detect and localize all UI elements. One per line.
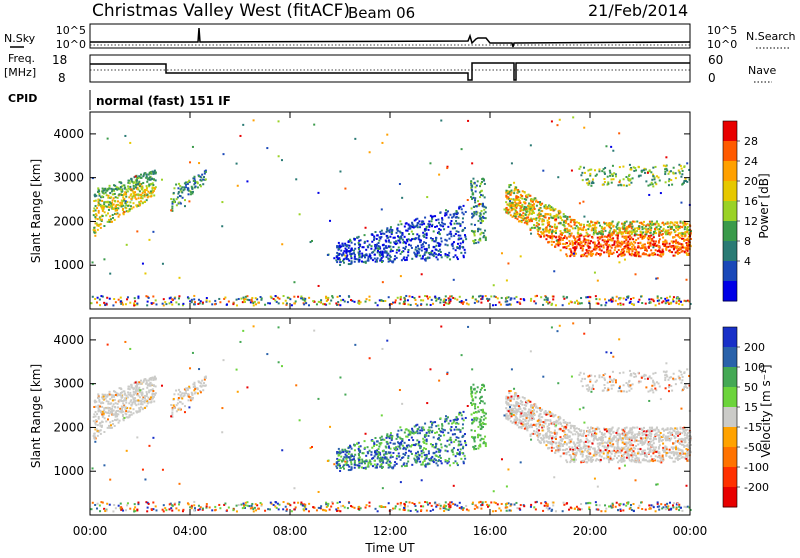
colorbar-segment bbox=[723, 181, 737, 202]
freq-tick-bottom: 8 bbox=[58, 71, 66, 85]
date-label: 21/Feb/2014 bbox=[588, 1, 688, 20]
colorbar-tick-label: 200 bbox=[744, 341, 765, 354]
power-panel: 1000 2000 3000 4000 Slant Range [km] 28 24 20… bbox=[29, 112, 771, 309]
nsearch-tick-bottom: 10^0 bbox=[707, 38, 737, 51]
nsky-label: N.Sky bbox=[4, 32, 36, 45]
velocity-scatter bbox=[91, 322, 692, 512]
colorbar-tick-label: 28 bbox=[744, 135, 758, 148]
time-axis-label: Time UT bbox=[364, 541, 415, 554]
colorbar-tick-label: 24 bbox=[744, 155, 758, 168]
colorbar-tick-label: 50 bbox=[744, 381, 758, 394]
nave-tick-bottom: 0 bbox=[708, 71, 716, 85]
colorbar-tick-label: 4 bbox=[744, 255, 751, 268]
freq-label-1: Freq. bbox=[8, 52, 35, 65]
time-tick-label: 08:00 bbox=[273, 524, 308, 538]
colorbar-segment bbox=[723, 121, 737, 142]
power-colorbar-label: Power [dB] bbox=[757, 173, 771, 238]
range-tick-label: 1000 bbox=[53, 258, 84, 272]
power-ylabel: Slant Range [km] bbox=[29, 159, 43, 263]
colorbar-segment bbox=[723, 141, 737, 162]
colorbar-segment bbox=[723, 241, 737, 262]
power-frame bbox=[90, 112, 690, 309]
velocity-ylabel: Slant Range [km] bbox=[29, 364, 43, 468]
colorbar-segment bbox=[723, 407, 737, 428]
nave-tick-top: 60 bbox=[708, 53, 723, 67]
freq-panel: Freq. [MHz] 18 8 60 0 Nave CPID normal (… bbox=[4, 52, 776, 110]
colorbar-segment bbox=[723, 467, 737, 488]
range-tick-label: 2000 bbox=[53, 214, 84, 228]
colorbar-segment bbox=[723, 327, 737, 348]
nsearch-tick-top: 10^5 bbox=[707, 24, 737, 37]
time-tick-label: 04:00 bbox=[173, 524, 208, 538]
colorbar-segment bbox=[723, 201, 737, 222]
colorbar-tick-label: -200 bbox=[744, 481, 769, 494]
nave-label: Nave bbox=[748, 64, 776, 77]
beam-label: Beam 06 bbox=[348, 4, 415, 22]
colorbar-segment bbox=[723, 347, 737, 368]
cpid-label: CPID bbox=[8, 92, 37, 105]
nsearch-label: N.Search bbox=[746, 30, 796, 43]
freq-label-2: [MHz] bbox=[4, 66, 36, 79]
colorbar-tick-label: -100 bbox=[744, 461, 769, 474]
time-tick-label: 12:00 bbox=[373, 524, 408, 538]
range-tick-label: 2000 bbox=[53, 420, 84, 434]
colorbar-segment bbox=[723, 387, 737, 408]
colorbar-segment bbox=[723, 427, 737, 448]
nsky-trace bbox=[90, 28, 690, 47]
range-tick-label: 1000 bbox=[53, 464, 84, 478]
colorbar-tick-label: 15 bbox=[744, 401, 758, 414]
colorbar-segment bbox=[723, 261, 737, 282]
colorbar-segment bbox=[723, 161, 737, 182]
colorbar-segment bbox=[723, 487, 737, 508]
freq-tick-top: 18 bbox=[52, 53, 67, 67]
colorbar-segment bbox=[723, 281, 737, 302]
cpid-value: normal (fast) 151 IF bbox=[96, 94, 231, 108]
range-tick-label: 3000 bbox=[53, 171, 84, 185]
range-tick-label: 3000 bbox=[53, 377, 84, 391]
colorbar-segment bbox=[723, 447, 737, 468]
colorbar-tick-label: 16 bbox=[744, 195, 758, 208]
nsky-panel: N.Sky 10^5 10^0 10^5 10^0 N.Search bbox=[4, 24, 796, 51]
colorbar-segment bbox=[723, 367, 737, 388]
station-title: Christmas Valley West (fitACF) bbox=[92, 1, 350, 21]
time-tick-label: 00:00 bbox=[73, 524, 108, 538]
velocity-frame bbox=[90, 318, 690, 515]
velocity-colorbar-label: Velocity [m s⁻¹] bbox=[759, 364, 773, 457]
time-tick-label: 20:00 bbox=[573, 524, 608, 538]
range-tick-label: 4000 bbox=[53, 333, 84, 347]
time-tick-label: 16:00 bbox=[473, 524, 508, 538]
power-colorbar: 28 24 20 16 12 8 4 bbox=[723, 121, 758, 302]
colorbar-tick-label: 8 bbox=[744, 235, 751, 248]
colorbar-segment bbox=[723, 221, 737, 242]
freq-trace bbox=[90, 63, 690, 80]
time-tick-label: 00:00 bbox=[673, 524, 708, 538]
colorbar-tick-label: 12 bbox=[744, 215, 758, 228]
nsky-tick-top: 10^5 bbox=[56, 24, 86, 37]
power-scatter bbox=[91, 116, 692, 306]
colorbar-tick-label: 20 bbox=[744, 175, 758, 188]
range-tick-label: 4000 bbox=[53, 127, 84, 141]
nsky-tick-bottom: 10^0 bbox=[56, 38, 86, 51]
